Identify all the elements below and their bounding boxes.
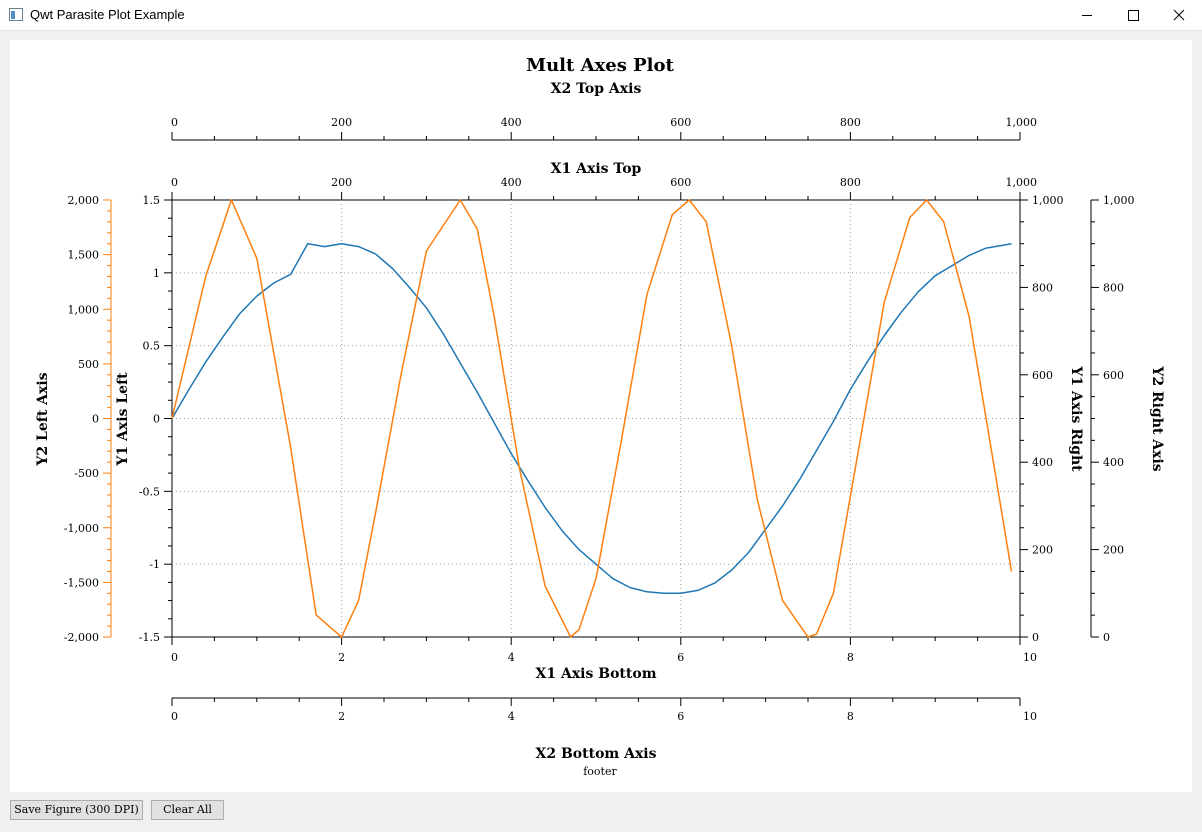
- y2-left-axis-tick-label: 0: [92, 413, 99, 426]
- window-title: Qwt Parasite Plot Example: [30, 7, 185, 22]
- x1-bottom-axis-tick-label: 0: [171, 651, 178, 664]
- save-figure-button[interactable]: Save Figure (300 DPI): [10, 800, 143, 820]
- y2-right-axis-tick-label: 0: [1103, 631, 1110, 644]
- chart-title: Mult Axes Plot: [526, 55, 674, 76]
- y1-left-axis-label: Y1 Axis Left: [115, 372, 131, 467]
- app-icon: [9, 8, 23, 21]
- y1-right-axis-tick-label: 600: [1032, 369, 1053, 382]
- y2-right-axis-tick-label: 1,000: [1103, 194, 1135, 207]
- y2-left-axis-tick-label: 1,000: [68, 303, 100, 316]
- x2-top-axis-tick-label: 1,000: [1006, 116, 1038, 129]
- y2-right-axis-tick-label: 800: [1103, 281, 1124, 294]
- y1-left-axis-tick-label: 1: [153, 267, 160, 280]
- title-bar: Qwt Parasite Plot Example: [0, 0, 1202, 31]
- x1-top-axis-label: X1 Axis Top: [551, 161, 642, 177]
- x1-top-axis-tick-label: 0: [171, 176, 178, 189]
- x1-top-axis-tick-label: 200: [331, 176, 352, 189]
- footer-text: footer: [583, 765, 617, 778]
- x2-top-axis-tick-label: 200: [331, 116, 352, 129]
- series-line-1: [171, 242, 1012, 595]
- y1-right-axis-tick-label: 800: [1032, 281, 1053, 294]
- y1-right-axis-tick-label: 0: [1032, 631, 1039, 644]
- y2-left-axis-tick-label: 500: [78, 358, 99, 371]
- y2-right-axis-tick-label: 600: [1103, 369, 1124, 382]
- y2-left-axis-tick-label: 1,500: [68, 249, 100, 262]
- y1-left-axis-tick-label: -1: [149, 558, 160, 571]
- x1-top-axis-tick-label: 800: [840, 176, 861, 189]
- y2-right-axis-tick-label: 200: [1103, 544, 1124, 557]
- x1-bottom-axis-label: X1 Axis Bottom: [535, 666, 656, 682]
- x1-bottom-axis-tick-label: 2: [338, 651, 345, 664]
- x1-top-axis-tick-label: 400: [501, 176, 522, 189]
- x1-top-axis-tick-label: 600: [670, 176, 691, 189]
- y2-left-axis-tick-label: -1,000: [64, 522, 99, 535]
- y2-right-axis-tick-label: 400: [1103, 456, 1124, 469]
- y2-left-axis-label: Y2 Left Axis: [35, 372, 51, 466]
- x2-bottom-axis-tick-label: 6: [677, 710, 684, 723]
- y1-left-axis-tick-label: -1.5: [139, 631, 160, 644]
- series-line-2: [171, 199, 1013, 638]
- x2-bottom-axis-tick-label: 0: [171, 710, 178, 723]
- plot-panel: [10, 40, 1192, 792]
- maximize-icon[interactable]: [1110, 0, 1156, 31]
- y1-left-axis-tick-label: 1.5: [143, 194, 161, 207]
- y1-right-axis-tick-label: 400: [1032, 456, 1053, 469]
- y2-right-axis-label: Y2 Right Axis: [1149, 365, 1165, 471]
- x2-top-axis-label: X2 Top Axis: [551, 81, 642, 97]
- x2-bottom-axis-tick-label: 2: [338, 710, 345, 723]
- x1-bottom-axis-tick-label: 8: [847, 651, 854, 664]
- chart: Mult Axes Plot X2 Top Axis X1 Axis Top X…: [35, 55, 1165, 778]
- x1-bottom-axis-tick-label: 4: [508, 651, 515, 664]
- clear-all-button[interactable]: Clear All: [151, 800, 224, 820]
- x1-bottom-axis-tick-label: 6: [677, 651, 684, 664]
- x1-top-axis-tick-label: 1,000: [1006, 176, 1038, 189]
- minimize-icon[interactable]: [1064, 0, 1110, 31]
- x2-bottom-axis-tick-label: 8: [847, 710, 854, 723]
- y2-left-axis-tick-label: 2,000: [68, 194, 100, 207]
- y1-left-axis-tick-label: 0.5: [143, 340, 161, 353]
- y2-left-axis-tick-label: -500: [74, 467, 99, 480]
- y1-left-axis-tick-label: -0.5: [139, 485, 160, 498]
- x2-top-axis-tick-label: 800: [840, 116, 861, 129]
- x2-top-axis-tick-label: 600: [670, 116, 691, 129]
- y1-right-axis-tick-label: 200: [1032, 544, 1053, 557]
- x2-bottom-axis-label: X2 Bottom Axis: [535, 746, 656, 762]
- y1-right-axis-tick-label: 1,000: [1032, 194, 1064, 207]
- x2-top-axis-tick-label: 0: [171, 116, 178, 129]
- y1-left-axis-tick-label: 0: [153, 413, 160, 426]
- x2-bottom-axis-tick-label: 10: [1023, 710, 1037, 723]
- y2-left-axis-tick-label: -2,000: [64, 631, 99, 644]
- x2-top-axis-tick-label: 400: [501, 116, 522, 129]
- x1-bottom-axis-tick-label: 10: [1023, 651, 1037, 664]
- y1-right-axis-label: Y1 Axis Right: [1068, 365, 1084, 472]
- close-icon[interactable]: [1156, 0, 1202, 31]
- y2-left-axis-tick-label: -1,500: [64, 576, 99, 589]
- x2-bottom-axis-tick-label: 4: [508, 710, 515, 723]
